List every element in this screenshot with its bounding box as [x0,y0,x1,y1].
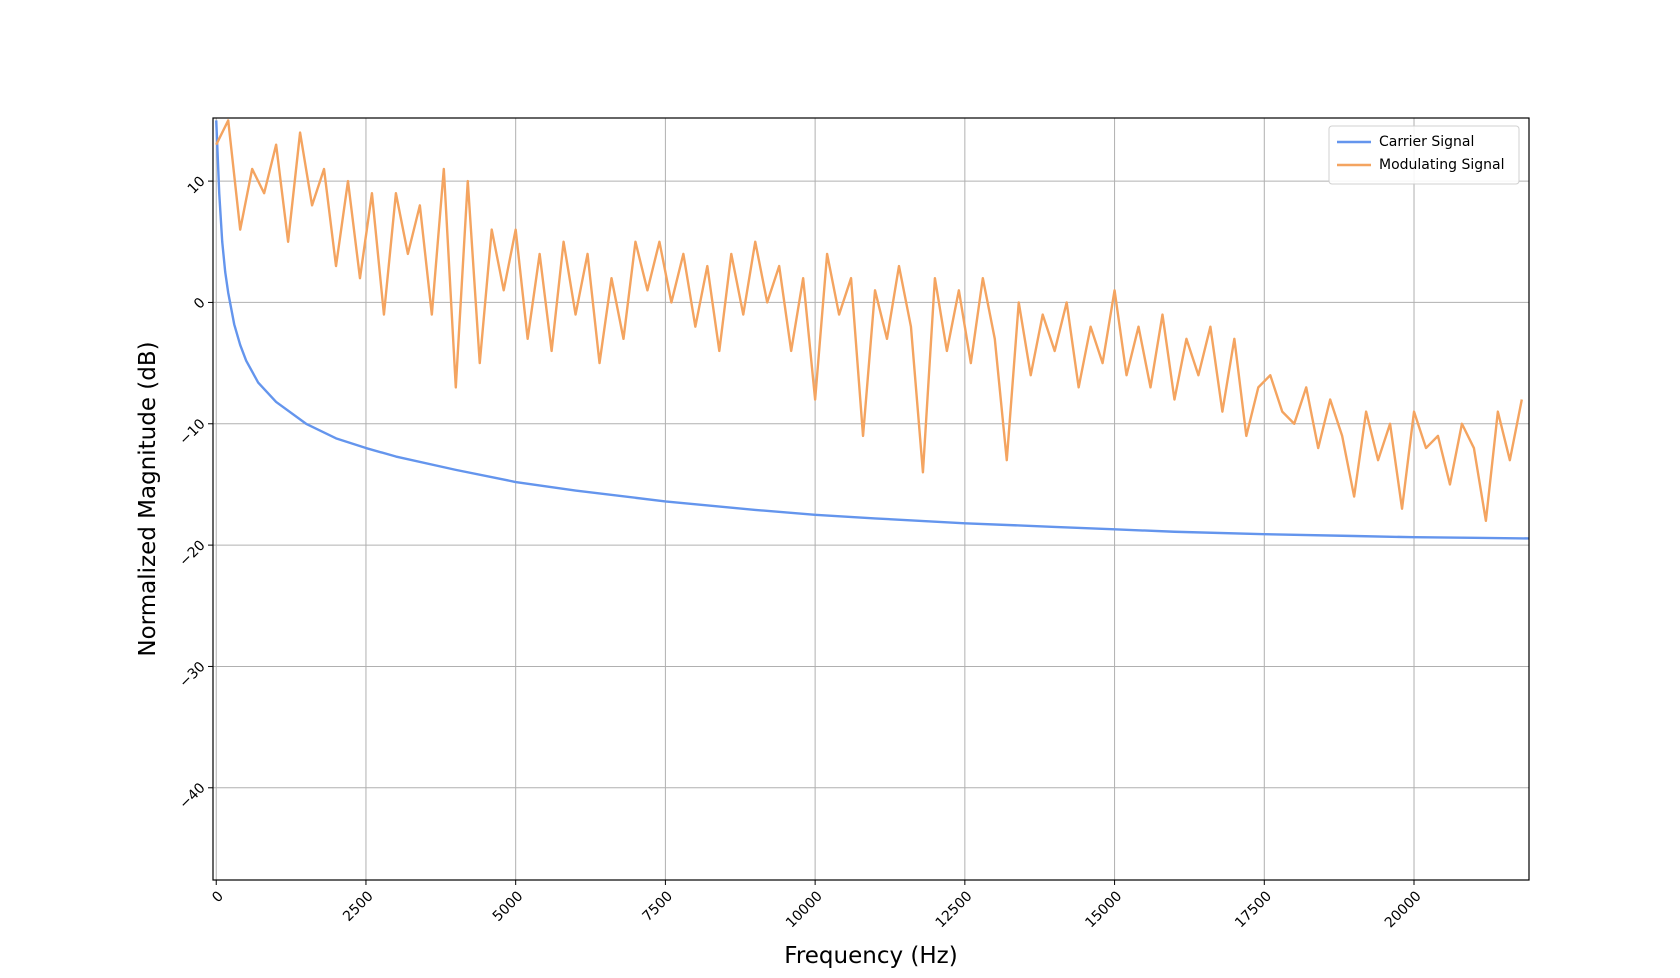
x-tick-label: 0 [209,888,227,906]
legend-label: Modulating Signal [1379,157,1504,173]
x-tick-label: 7500 [640,888,677,925]
x-tick-label: 20000 [1382,888,1425,931]
x-tick-label: 12500 [933,888,976,931]
series-line [215,119,1523,523]
x-tick-label: 10000 [783,888,826,931]
y-tick-label: −20 [176,537,208,569]
legend: Carrier Signal Modulating Signal [1328,125,1520,185]
x-tick-label: 5000 [490,888,527,925]
y-tick-label: 10 [185,173,209,197]
y-tick-label: −40 [176,780,208,812]
x-axis-label: Frequency (Hz) [784,943,957,969]
legend-box [1328,125,1520,185]
series-line [215,120,1529,540]
plot-frame [212,117,1530,881]
plot-area [215,119,1529,540]
legend-label: Carrier Signal [1379,134,1474,150]
x-tick-label: 2500 [340,888,377,925]
y-tick-label: 0 [191,295,209,313]
y-tick-label: −30 [176,659,208,691]
x-tick-label: 17500 [1232,888,1275,931]
y-axis-label: Normalized Magnitude (dB) [135,341,161,656]
grid [213,118,1529,880]
x-tick-label: 15000 [1082,888,1125,931]
y-tick-label: −10 [176,416,208,448]
